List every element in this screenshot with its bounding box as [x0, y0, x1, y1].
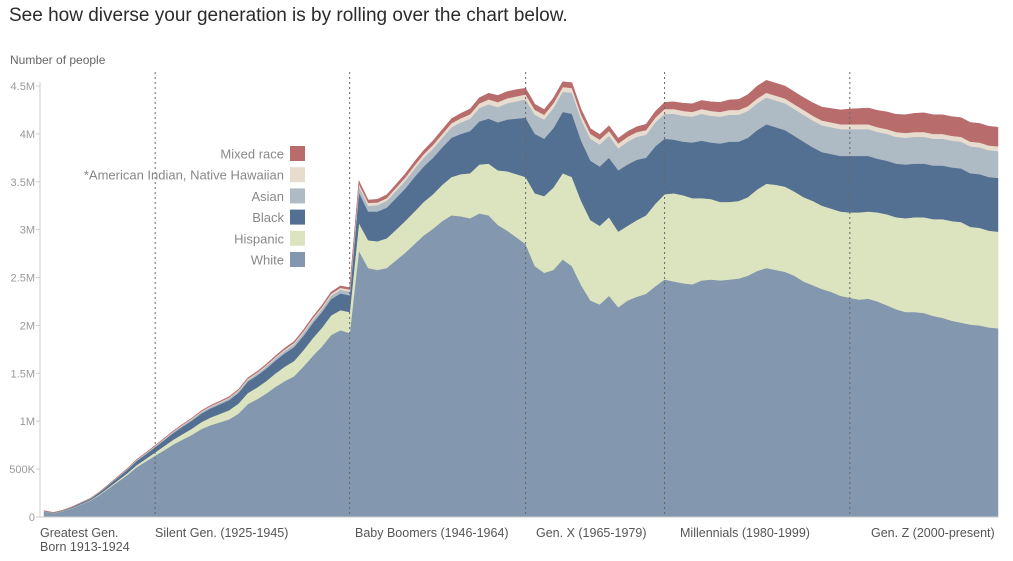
- legend-swatch-american-indian-native-hawaiian: [290, 167, 305, 183]
- y-tick-label: 4.5M: [11, 81, 35, 93]
- generation-label-gen-x-1965-1979[interactable]: Gen. X (1965-1979): [536, 526, 647, 540]
- area-mixed-race[interactable]: [43, 80, 999, 513]
- area-series-group[interactable]: [43, 80, 999, 518]
- page-headline: See how diverse your generation is by ro…: [9, 5, 568, 26]
- legend-swatch-asian: [290, 188, 305, 204]
- legend-label-mixed-race: Mixed race: [220, 147, 284, 162]
- y-axis-title: Number of people: [10, 53, 106, 67]
- y-tick-label: 500K: [9, 464, 35, 476]
- legend-swatch-black: [290, 209, 305, 225]
- generation-label-millennials-1980-1999[interactable]: Millennials (1980-1999): [680, 526, 810, 540]
- generation-label-gen-z-2000-present[interactable]: Gen. Z (2000-present): [871, 526, 995, 540]
- generation-label-silent-gen-1925-1945[interactable]: Silent Gen. (1925-1945): [155, 526, 288, 540]
- legend-label-american-indian-native-hawaiian: *American Indian, Native Hawaiian: [84, 168, 284, 183]
- y-tick-label: 1M: [20, 416, 35, 428]
- y-tick-label: 4M: [20, 129, 35, 141]
- generation-label-sub: Born 1913-1924: [40, 540, 130, 554]
- y-tick-label: 0: [29, 512, 35, 524]
- legend: Mixed race *American Indian, Native Hawai…: [84, 146, 305, 268]
- legend-swatch-mixed-race: [290, 146, 305, 161]
- y-axis: 0 500K 1M 1.5M 2M 2.5M 3M 3.5M 4M 4.5M: [9, 81, 41, 524]
- generation-dividers: [154, 72, 851, 517]
- legend-label-white: White: [251, 253, 284, 268]
- y-tick-label: 3.5M: [11, 177, 35, 189]
- generation-label-greatest-gen[interactable]: Greatest Gen.: [40, 526, 119, 540]
- legend-swatch-white: [290, 252, 305, 267]
- legend-swatch-hispanic: [290, 230, 305, 246]
- legend-label-asian: Asian: [251, 189, 284, 204]
- x-axis: Greatest Gen.Born 1913-1924 Silent Gen. (…: [40, 516, 998, 554]
- legend-label-black: Black: [252, 210, 284, 225]
- y-tick-label: 1.5M: [11, 368, 35, 380]
- y-tick-label: 3M: [20, 225, 35, 237]
- y-tick-label: 2M: [20, 320, 35, 332]
- y-tick-label: 2.5M: [11, 273, 35, 285]
- generation-label-baby-boomers-1946-1964[interactable]: Baby Boomers (1946-1964): [355, 526, 509, 540]
- legend-label-hispanic: Hispanic: [234, 231, 284, 246]
